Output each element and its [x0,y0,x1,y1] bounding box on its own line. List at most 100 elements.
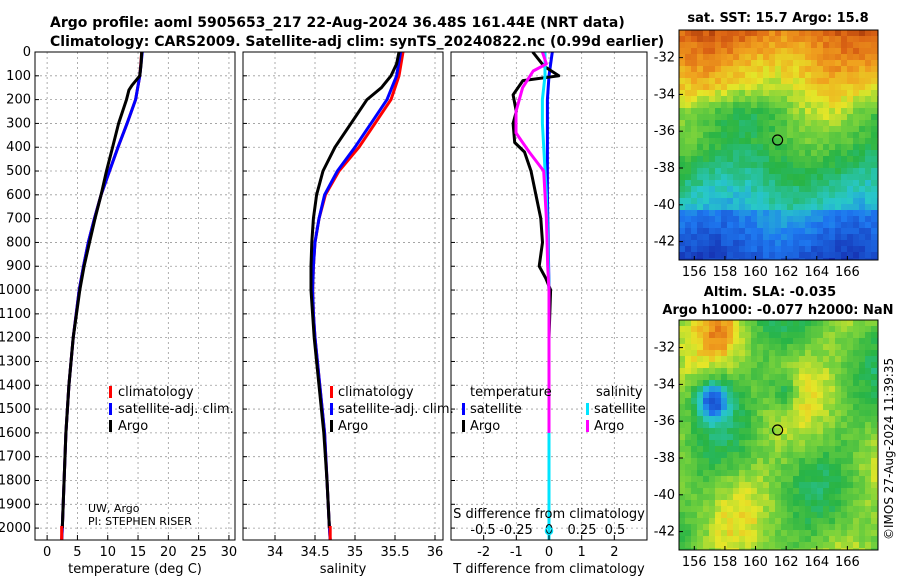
sst-cell [727,222,734,229]
sst-cell [781,174,788,181]
depth-tick-label-8: 800 [6,235,31,250]
sla-cell [823,506,830,513]
sst-cell [865,72,872,79]
sst-cell [787,258,794,260]
sla-cell [805,338,812,345]
sla-cell [703,428,710,435]
sla-cell [709,428,716,435]
sst-cell [685,168,692,175]
sst-cell [715,198,722,205]
sla-cell [751,356,758,363]
sst-cell [703,36,710,43]
sla-cell [763,416,770,423]
sst-cell [709,252,716,259]
sst-cell [811,48,818,55]
sla-cell [775,320,782,327]
sla-cell [847,422,854,429]
sla-cell [853,530,860,537]
sst-cell [721,150,728,157]
sst-cell [865,204,872,211]
sla-cell [823,452,830,459]
sst-cell [727,120,734,127]
sst-cell [697,234,704,241]
sla-cell [781,536,788,543]
sla-cell [823,320,830,327]
sst-cell [835,240,842,247]
sst-cell [697,114,704,121]
sla-cell [691,380,698,387]
sst-cell [763,78,770,85]
sla-cell [751,512,758,519]
sla-cell [679,320,686,327]
sst-cell [775,84,782,91]
sla-cell [859,320,866,327]
sst-argo-marker [771,134,784,146]
sla-cell [793,500,800,507]
sla-cell [739,338,746,345]
legend-label-climatology: climatology [118,385,194,400]
sst-cell [823,84,830,91]
sst-cell [727,54,734,61]
sst-ytick-label-3: -38 [654,161,675,176]
sst-cell [835,84,842,91]
sla-cell [793,536,800,543]
sla-cell [841,332,848,339]
sst-cell [805,78,812,85]
sla-cell [727,542,734,549]
sst-cell [679,48,686,55]
sla-cell [769,482,776,489]
sla-cell [787,404,794,411]
sst-cell [679,90,686,97]
sst-cell [703,162,710,169]
sst-cell [805,204,812,211]
sst-cell [769,84,776,91]
sla-cell [853,458,860,465]
sst-cell [793,150,800,157]
sst-cell [799,132,806,139]
sst-cell [781,156,788,163]
sst-cell [691,156,698,163]
sst-cell [769,258,776,260]
sla-cell [727,386,734,393]
sla-cell [817,500,824,507]
sla-cell [799,374,806,381]
temperature-xtick-label-2: 10 [99,545,116,560]
legend-label-argo-s: Argo [338,419,368,434]
sst-cell [841,246,848,253]
sst-cell [805,54,812,61]
sla-cell [805,428,812,435]
sst-cell [715,174,722,181]
sla-cell [679,338,686,345]
sla-cell [709,542,716,549]
sla-cell [871,392,878,399]
sla-cell [787,488,794,495]
sst-cell [853,132,860,139]
sst-cell [739,210,746,217]
sla-cell [817,422,824,429]
sla-cell [817,320,824,327]
sst-cell [853,84,860,91]
sst-cell [775,228,782,235]
sla-cell [841,542,848,549]
sst-cell [859,114,866,121]
sst-cell [787,90,794,97]
sla-cell [811,506,818,513]
sst-cell [721,114,728,121]
sst-cell [757,102,764,109]
sla-cell [733,374,740,381]
sst-cell [679,198,686,205]
sst-cell [811,192,818,199]
sst-cell [799,84,806,91]
sla-cell [811,524,818,531]
sst-cell [847,102,854,109]
sla-cell [709,404,716,411]
sst-cell [679,192,686,199]
sla-cell [697,332,704,339]
sst-cell [805,36,812,43]
sla-cell [847,446,854,453]
sla-cell [823,338,830,345]
sla-cell [775,530,782,537]
sla-cell [697,326,704,333]
sla-cell [805,518,812,525]
